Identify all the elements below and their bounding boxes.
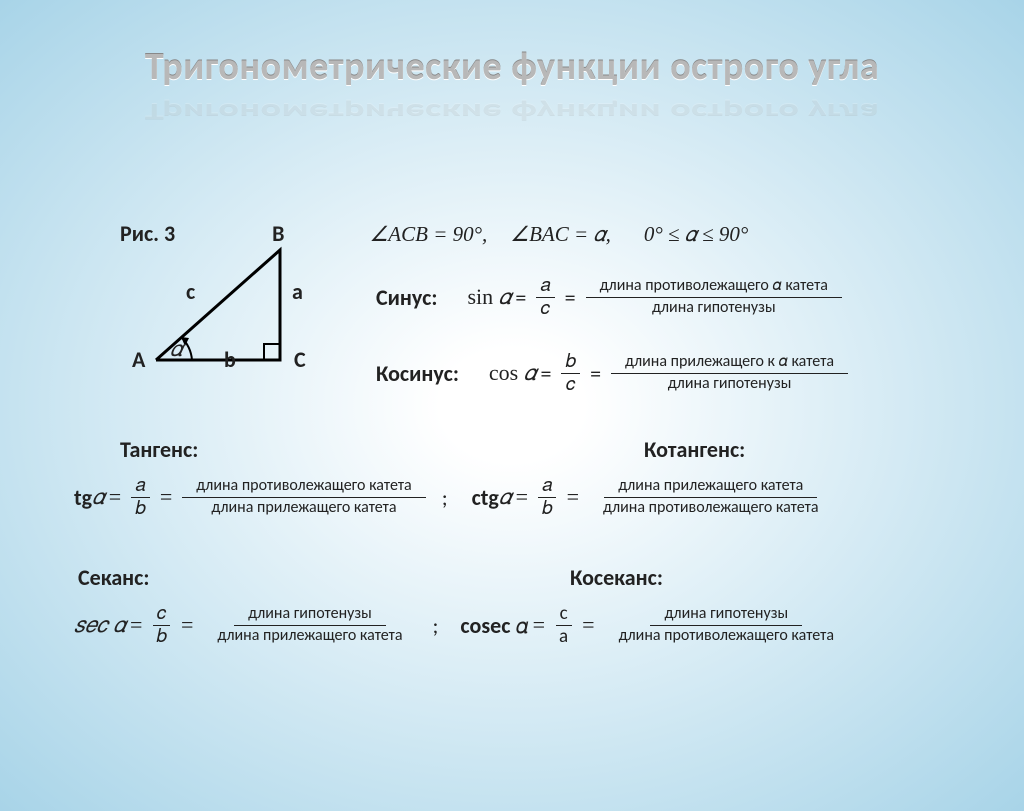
cosec-desc: длина гипотенузы длина противолежащего к… [605, 604, 848, 647]
tg-desc: длина противолежащего катета длина приле… [182, 476, 425, 519]
ctg-alpha: 𝛼 [499, 484, 512, 510]
angle-acb: ∠ACB = 90°, [369, 222, 487, 246]
cos-desc: длина прилежащего к 𝛼 катета длина гипот… [611, 352, 848, 395]
tg-frac-num: 𝑎 [131, 476, 149, 498]
sec-alpha: 𝛼 [113, 612, 126, 638]
sec-cosec-row: 𝑠𝑒𝑐 𝛼 = 𝑐 𝑏 = длина гипотенузы длина при… [74, 604, 854, 647]
tg-ctg-row: tg 𝛼 = 𝑎 𝑏 = длина противолежащего катет… [74, 476, 839, 519]
sin-desc: длина противолежащего 𝛼 катета длина гип… [586, 276, 842, 319]
ctg-frac-num: 𝑎 [538, 476, 556, 498]
tg-alpha: 𝛼 [92, 484, 105, 510]
triangle-diagram: c a A 𝛼 b C [106, 220, 326, 386]
page-title: Тригонометрические функции острого угла [0, 44, 1024, 134]
ctg-desc-den: длина противолежащего катета [589, 498, 832, 519]
cosec-desc-num: длина гипотенузы [650, 604, 802, 626]
sin-label: Синус: [376, 284, 437, 311]
ctg-name: ctg [472, 484, 499, 511]
alpha-range: 0° ≤ 𝛼 ≤ 90° [644, 222, 749, 246]
sin-desc-num: длина противолежащего 𝛼 катета [586, 276, 842, 298]
cos-frac-num: 𝑏 [561, 352, 580, 374]
ctg-desc-num: длина прилежащего катета [604, 476, 817, 498]
sin-row: Синус: sin 𝛼 = 𝑎 𝑐 = длина противолежаще… [376, 276, 848, 319]
sin-alpha: 𝛼 [499, 284, 512, 309]
cos-alpha: 𝛼 [524, 360, 537, 385]
sin-frac: 𝑎 𝑐 [536, 276, 554, 319]
tg-frac: 𝑎 𝑏 [131, 476, 150, 519]
ctg-frac-den: 𝑏 [538, 498, 557, 519]
vertex-C: C [294, 346, 306, 373]
ctg-label: Котангенс: [644, 436, 745, 463]
side-c: c [186, 278, 195, 305]
side-b: b [224, 346, 236, 373]
sin-desc-den: длина гипотенузы [638, 298, 790, 319]
cos-desc-num: длина прилежащего к 𝛼 катета [611, 352, 848, 374]
sin-fn: sin 𝛼 [467, 284, 511, 310]
sec-frac-num: 𝑐 [153, 604, 171, 626]
tg-frac-den: 𝑏 [131, 498, 150, 519]
cosec-name: cosec [460, 612, 510, 639]
cosec-alpha: 𝛼 [516, 612, 529, 639]
cosec-frac-num: c [556, 604, 572, 626]
sin-frac-num: 𝑎 [536, 276, 554, 298]
sec-frac: 𝑐 𝑏 [152, 604, 171, 647]
cosec-desc-den: длина противолежащего катета [605, 626, 848, 647]
cosec-frac-den: a [555, 626, 572, 647]
sec-desc: длина гипотенузы длина прилежащего катет… [203, 604, 416, 647]
tg-desc-num: длина противолежащего катета [182, 476, 425, 498]
vertex-A: A [132, 346, 145, 373]
cos-row: Косинус: cos 𝛼 = 𝑏 𝑐 = длина прилежащего… [376, 352, 854, 395]
cos-desc-den: длина гипотенузы [654, 374, 806, 395]
angle-bac: ∠BAC = 𝛼, [510, 222, 611, 246]
sin-frac-den: 𝑐 [537, 298, 555, 319]
sec-frac-den: 𝑏 [152, 626, 171, 647]
cos-label: Косинус: [376, 360, 459, 387]
ctg-desc: длина прилежащего катета длина противоле… [589, 476, 832, 519]
cosec-frac: c a [555, 604, 572, 647]
cosec-label: Косеканс: [570, 564, 663, 591]
tg-name: tg [74, 484, 92, 511]
angle-alpha: 𝛼 [170, 336, 183, 362]
tan-label: Тангенс: [120, 436, 198, 463]
sec-desc-num: длина гипотенузы [234, 604, 386, 626]
ctg-frac: 𝑎 𝑏 [538, 476, 557, 519]
sec-desc-den: длина прилежащего катета [203, 626, 416, 647]
sec-label: Секанс: [78, 564, 149, 591]
cos-fn: cos 𝛼 [489, 360, 537, 386]
sec-name: 𝑠𝑒𝑐 [74, 612, 108, 638]
tg-desc-den: длина прилежащего катета [197, 498, 410, 519]
cos-frac-den: 𝑐 [562, 374, 580, 395]
side-a: a [292, 278, 303, 305]
cos-frac: 𝑏 𝑐 [561, 352, 580, 395]
